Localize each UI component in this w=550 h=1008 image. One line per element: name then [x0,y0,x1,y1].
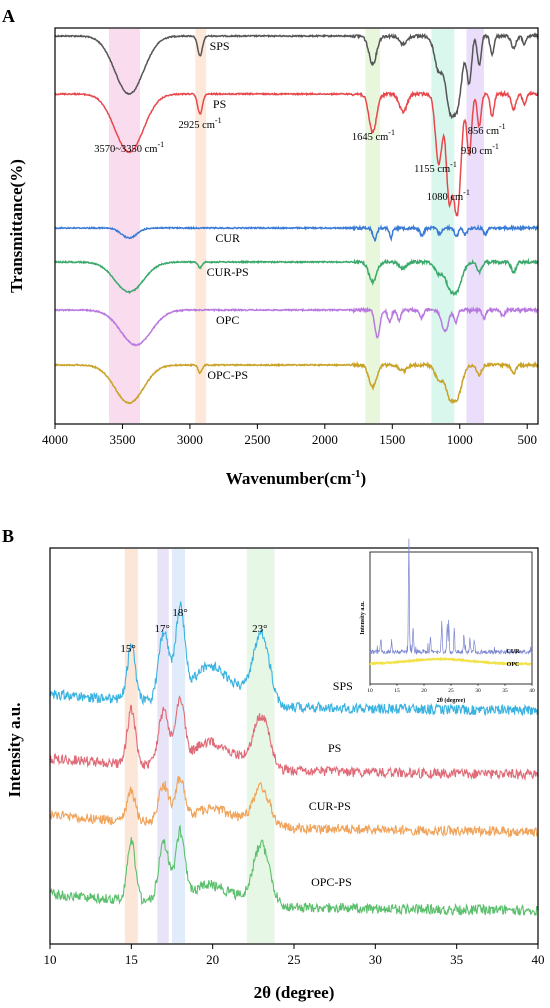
ftir-tick-label: 1500 [379,432,405,447]
inset-tick-label: 40 [529,688,535,694]
xrd-x-axis-label: 2θ (degree) [254,983,335,1002]
xrd-tick-label: 40 [532,952,545,967]
inset-tick-label: 30 [475,688,481,694]
inset-y-axis-label: Intensity a.u. [360,601,366,635]
inset-line-cur [369,538,533,655]
ftir-series-group [54,32,539,405]
ftir-line-cur-ps [54,257,539,297]
ftir-x-ticks: 4000 3500 3000 2500 2000 1500 1000 500 [42,424,537,447]
ftir-line-sps [54,32,539,120]
xrd-label-ps: PS [328,741,341,755]
xrd-band-0 [124,549,138,943]
xrd-line-ps [49,695,539,781]
ftir-line-ps [54,89,539,217]
ftir-annotation-4: 1080 cm-1 [427,188,470,203]
inset-label-opc: OPC [507,662,520,668]
ftir-tick-label: 3000 [177,432,203,447]
ftir-label-cur-ps: CUR-PS [207,265,249,279]
xrd-tick-label: 10 [44,952,57,967]
ftir-tick-label: 2500 [244,432,270,447]
inset-x-ticks: 10 15 20 25 30 35 40 [367,684,535,694]
ftir-tick-label: 3500 [109,432,135,447]
ftir-label-ps: PS [213,97,226,111]
xrd-label-cur-ps: CUR-PS [309,799,351,813]
xrd-series-group [49,601,539,917]
xrd-line-opc-ps [49,824,539,917]
xrd-x-ticks: 10 15 20 25 30 35 40 [44,944,545,967]
ftir-annotation-6: 930 cm-1 [461,142,499,157]
ftir-annotation-2: 1645 cm-1 [352,128,395,143]
ftir-label-sps: SPS [210,39,230,53]
xrd-peak-label-0: 15° [120,643,135,655]
ftir-line-cur [54,223,539,243]
xrd-band-1 [157,549,169,943]
xrd-line-sps [50,601,539,717]
inset-line-opc [369,656,532,666]
ftir-tick-label: 500 [517,432,537,447]
ftir-x-axis-label: Wavenumber(cm-1) [226,468,366,488]
ftir-annotation-3: 1155 cm-1 [414,160,457,175]
ftir-chart-panel: A SPS PS CUR CUR-PS OPC OPC-PS 3570~3350 cm-1… [2,6,539,488]
xrd-label-opc-ps: OPC-PS [311,875,352,889]
inset-tick-label: 15 [394,688,400,694]
xrd-chart-panel: B SPS PS CUR-PS OPC-PS 15° 17°18° 23° 10 15 20 2… [2,526,545,1002]
inset-label-cur: CUR [507,649,521,655]
xrd-tick-label: 20 [206,952,219,967]
ftir-tick-label: 4000 [42,432,68,447]
xrd-label-sps: SPS [333,679,353,693]
ftir-line-opc-ps [54,360,539,405]
ftir-tick-label: 2000 [312,432,338,447]
xrd-tick-label: 35 [450,952,463,967]
xrd-peak-label-2: 18° [172,607,187,619]
ftir-line-opc [54,305,539,347]
ftir-band-2 [365,29,381,423]
panel-label-a: A [2,6,15,26]
inset-tick-label: 20 [421,688,427,694]
inset-series-labels: CUR OPC [507,649,521,668]
ftir-band-3 [431,29,455,423]
xrd-tick-label: 25 [288,952,301,967]
ftir-band-1 [195,29,207,423]
ftir-tick-label: 1000 [447,432,473,447]
xrd-peak-label-1: 17° [155,623,170,635]
xrd-series-labels: SPS PS CUR-PS OPC-PS [309,679,353,889]
inset-tick-label: 35 [502,688,508,694]
ftir-annotation-0: 3570~3350 cm-1 [94,140,164,155]
inset-x-axis-label: 2θ (degree) [437,697,466,704]
xrd-inset-chart: 10 15 20 25 30 35 40 2θ (degree) Intensity a.u… [360,538,535,704]
ftir-label-cur: CUR [215,231,240,245]
xrd-tick-label: 15 [125,952,138,967]
xrd-y-axis-label: Intensity a.u. [5,703,24,798]
ftir-y-axis-label: Transmittance(%) [7,159,26,293]
ftir-plot-frame [54,27,539,425]
ftir-annotation-5: 856 cm-1 [468,122,506,137]
xrd-peak-labels: 15° 17°18° 23° [120,607,267,655]
xrd-peak-label-3: 23° [252,623,267,635]
inset-series-group [369,538,533,666]
ftir-peak-annotations: 3570~3350 cm-1 2925 cm-1 1645 cm-1 1155 cm-… [94,116,505,203]
xrd-band-2 [172,549,186,943]
ftir-annotation-1: 2925 cm-1 [178,116,221,131]
ftir-band-0 [108,29,140,423]
ftir-label-opc-ps: OPC-PS [207,368,248,382]
ftir-band-4 [466,29,485,423]
xrd-line-cur-ps [49,776,539,839]
ftir-label-opc: OPC [216,313,239,327]
ftir-series-labels: SPS PS CUR CUR-PS OPC OPC-PS [207,39,249,382]
panel-label-b: B [2,526,14,546]
xrd-tick-label: 30 [369,952,382,967]
inset-tick-label: 25 [448,688,454,694]
inset-tick-label: 10 [367,688,373,694]
